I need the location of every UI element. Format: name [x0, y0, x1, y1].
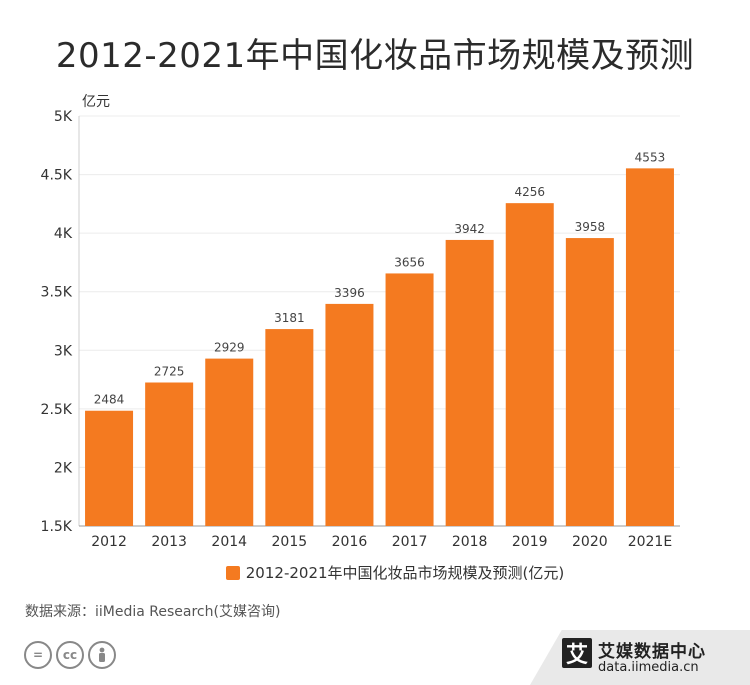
- data-label: 3942: [454, 222, 485, 236]
- bar: [505, 203, 554, 526]
- x-tick-label: 2013: [151, 534, 187, 550]
- data-label: 2929: [214, 341, 245, 355]
- brand-name: 艾媒数据中心: [598, 642, 706, 662]
- data-label: 4553: [635, 150, 666, 164]
- y-tick-label: 2K: [54, 460, 73, 476]
- no-derivatives-icon: =: [24, 641, 52, 669]
- x-tick-label: 2019: [512, 534, 548, 550]
- y-tick-label: 3.5K: [41, 285, 73, 301]
- y-tick-label: 1.5K: [41, 519, 73, 535]
- bar: [385, 273, 434, 526]
- bar: [205, 358, 254, 526]
- x-tick-label: 2020: [572, 534, 608, 550]
- license-icons: = cc: [24, 641, 116, 669]
- data-label: 2725: [154, 365, 185, 379]
- legend-label: 2012-2021年中国化妆品市场规模及预测(亿元): [245, 564, 565, 582]
- chart-title: 2012-2021年中国化妆品市场规模及预测: [55, 36, 695, 76]
- brand-logo-icon: 艾: [562, 638, 592, 668]
- x-tick-label: 2015: [272, 534, 308, 550]
- creative-commons-icon: cc: [56, 641, 84, 669]
- y-tick-label: 5K: [54, 109, 73, 125]
- bar: [265, 329, 314, 526]
- x-tick-label: 2014: [211, 534, 247, 550]
- bar: [85, 410, 134, 526]
- data-label: 4256: [514, 185, 545, 199]
- data-label: 3958: [575, 220, 606, 234]
- y-tick-label: 3K: [54, 343, 73, 359]
- brand-url: data.iimedia.cn: [598, 660, 699, 675]
- y-unit-label: 亿元: [82, 94, 110, 110]
- bar: [445, 239, 494, 527]
- bar: [325, 303, 374, 526]
- x-tick-label: 2016: [332, 534, 368, 550]
- brand-badge: 艾 艾媒数据中心 data.iimedia.cn: [510, 630, 750, 685]
- attribution-person-icon: [88, 641, 116, 669]
- y-tick-label: 4.5K: [41, 168, 73, 184]
- x-tick-label: 2017: [392, 534, 428, 550]
- x-tick-label: 2021E: [628, 534, 672, 550]
- data-label: 3656: [394, 255, 425, 269]
- data-label: 2484: [94, 393, 125, 407]
- legend: 2012-2021年中国化妆品市场规模及预测(亿元): [0, 562, 750, 583]
- y-tick-label: 4K: [54, 226, 73, 242]
- data-label: 3396: [334, 286, 365, 300]
- source-note: 数据来源：iiMedia Research(艾媒咨询): [25, 604, 281, 620]
- x-tick-label: 2012: [91, 534, 127, 550]
- bar: [565, 238, 614, 526]
- y-tick-label: 2.5K: [41, 402, 73, 418]
- bar-chart: 1.5K 2K 2.5K 3K 3.5K 4K 4.5K 5K 亿元 2484 2012 2725 20…: [41, 94, 680, 550]
- x-tick-label: 2018: [452, 534, 488, 550]
- legend-swatch: [225, 565, 240, 580]
- data-label: 3181: [274, 311, 305, 325]
- bar: [145, 382, 194, 526]
- bar: [625, 168, 674, 526]
